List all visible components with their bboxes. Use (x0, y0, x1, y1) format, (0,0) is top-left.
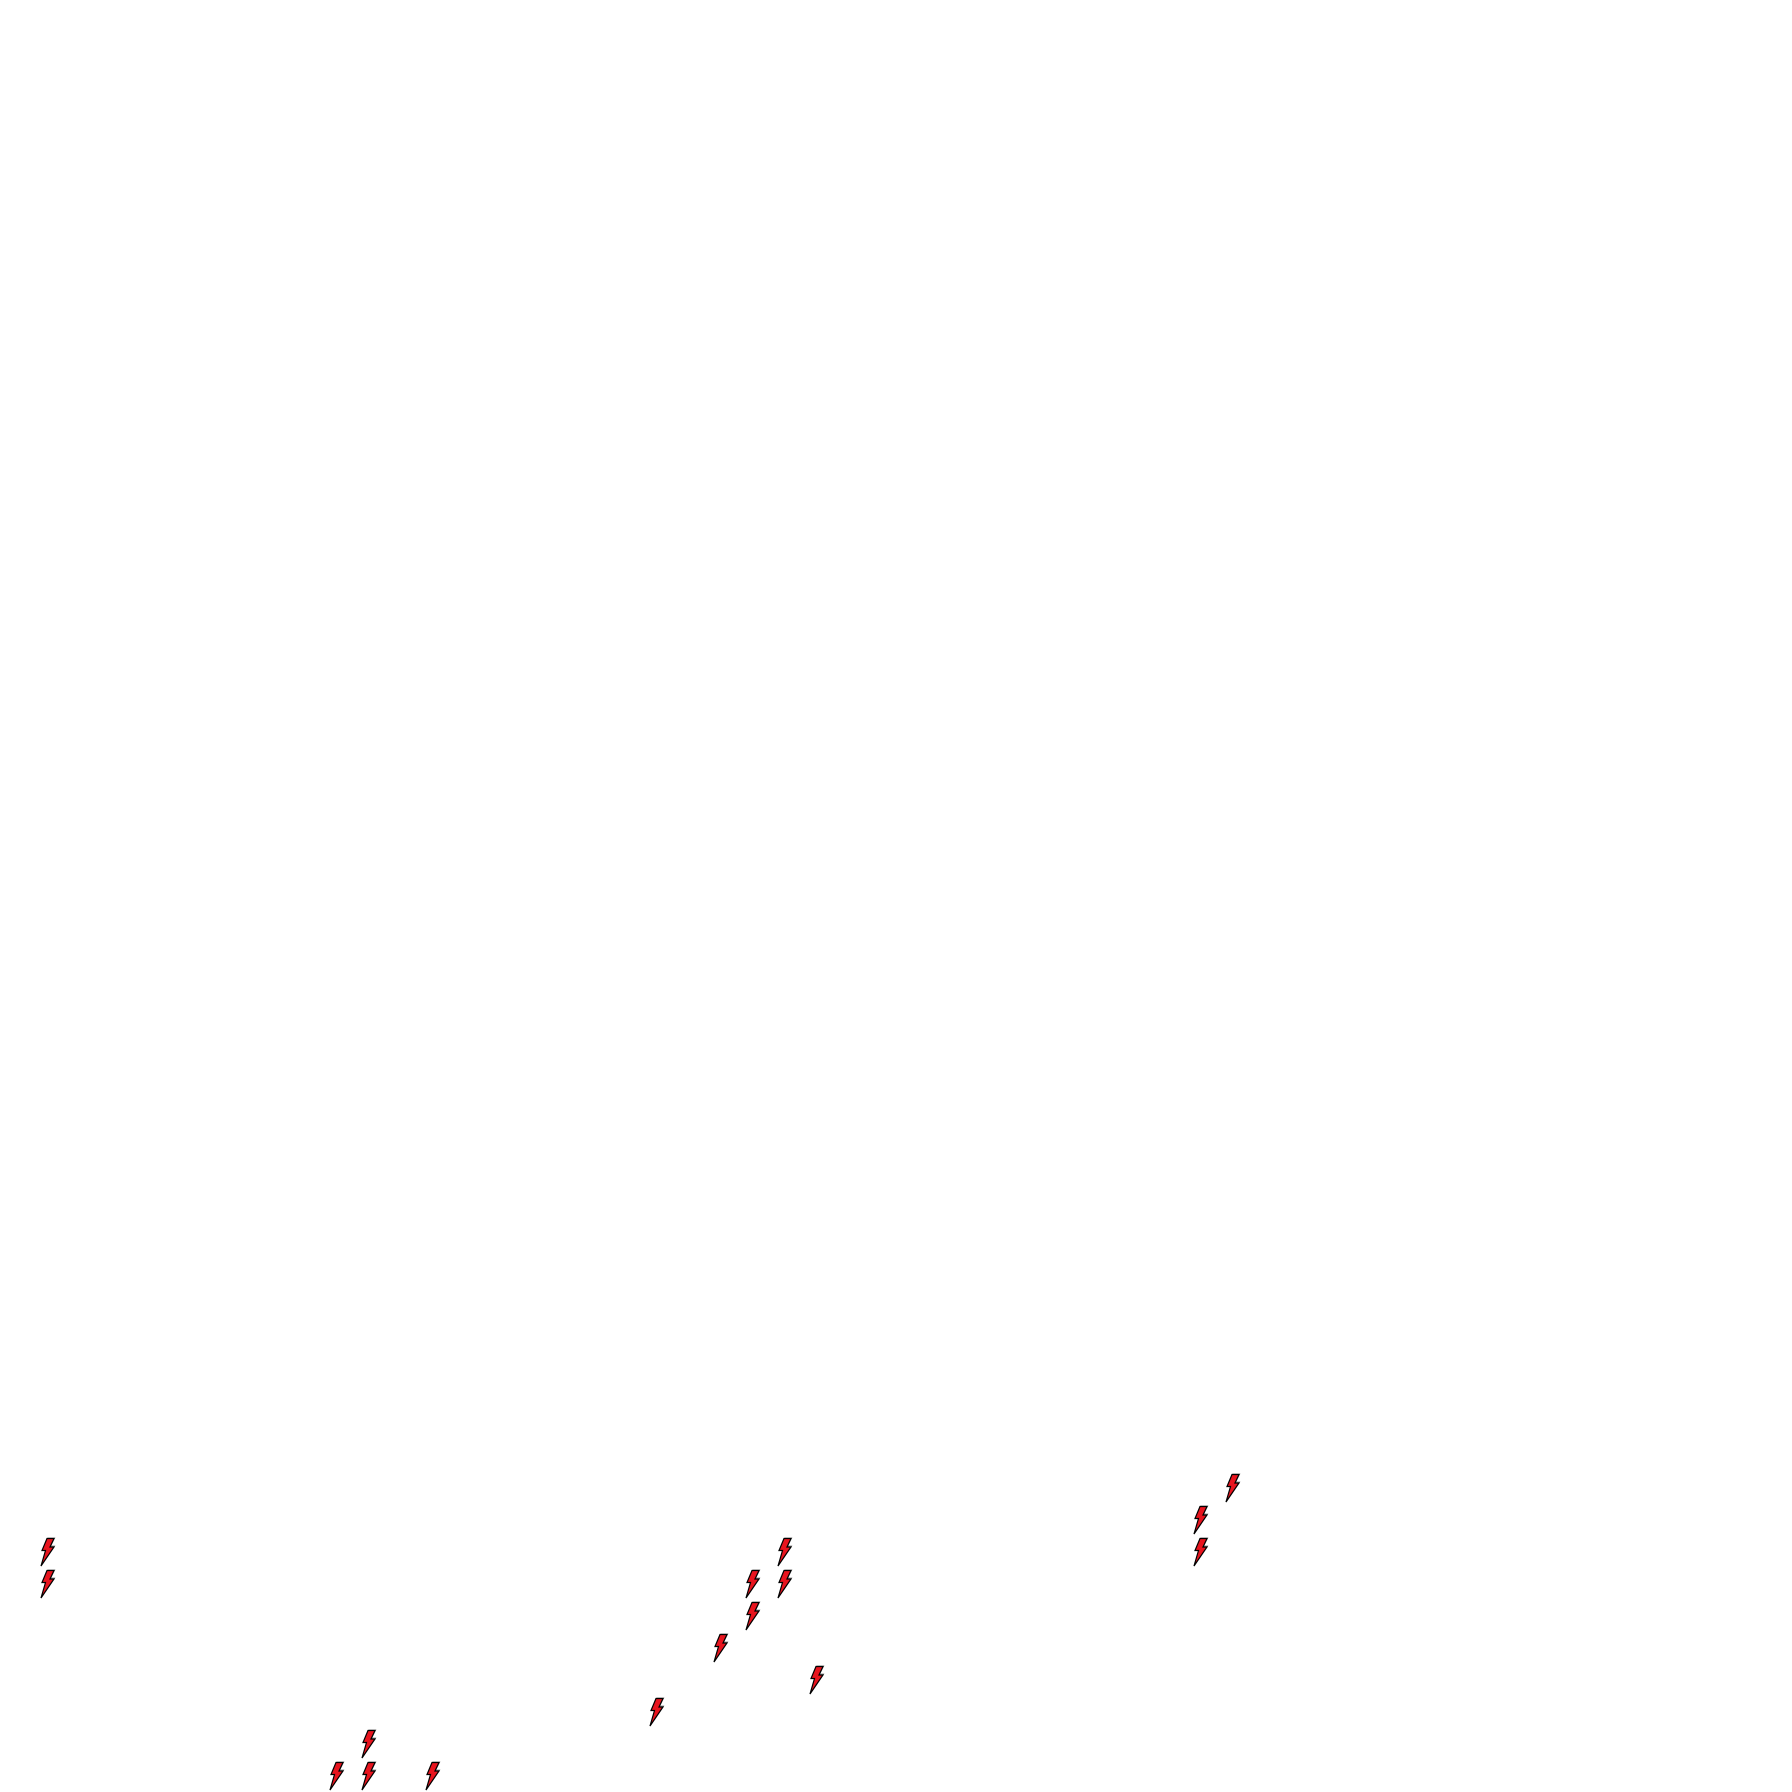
lightning-bolt-icon (776, 1569, 794, 1599)
lightning-bolt-icon (39, 1537, 57, 1567)
lightning-bolt-icon (744, 1569, 762, 1599)
lightning-bolt-icon (712, 1633, 730, 1663)
lightning-bolt-icon (776, 1537, 794, 1567)
lightning-bolt-icon (39, 1569, 57, 1599)
lightning-bolt-icon (360, 1761, 378, 1791)
lightning-bolt-icon (808, 1665, 826, 1695)
lightning-bolt-icon (1192, 1505, 1210, 1535)
lightning-bolt-icon (648, 1697, 666, 1727)
lightning-bolt-icon (1224, 1473, 1242, 1503)
lightning-bolt-icon (744, 1601, 762, 1631)
lightning-bolt-icon (1192, 1537, 1210, 1567)
lightning-bolt-icon (360, 1729, 378, 1759)
lightning-bolt-icon (424, 1761, 442, 1791)
lightning-bolt-icon (328, 1761, 346, 1791)
